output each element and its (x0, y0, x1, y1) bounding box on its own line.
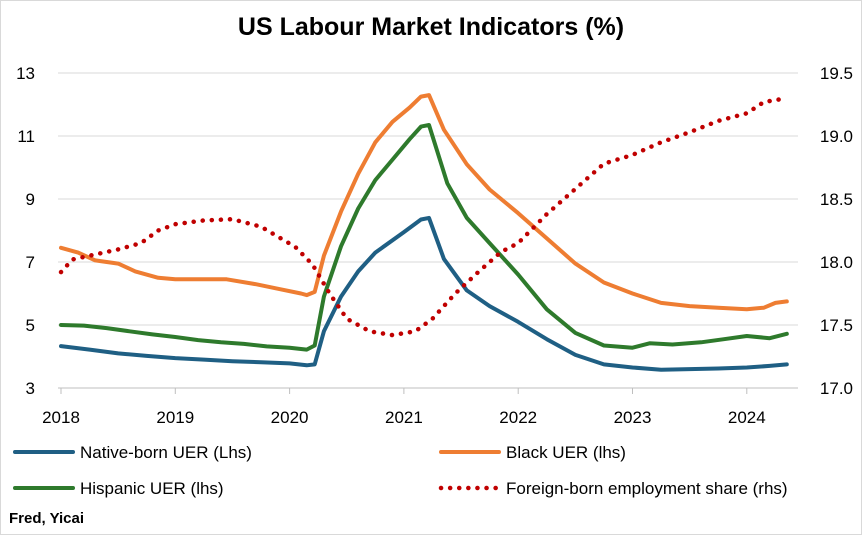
y-right-tick-label: 17.5 (820, 316, 853, 335)
legend-label-1: Black UER (lhs) (506, 443, 626, 462)
source-note: Fred, Yicai (9, 510, 84, 527)
legend-label-3: Foreign-born employment share (rhs) (506, 479, 788, 498)
y-left-tick-label: 11 (17, 127, 35, 146)
y-right-tick-label: 19.0 (820, 127, 853, 146)
series-line-2 (59, 123, 789, 352)
y-left-tick-label: 3 (26, 379, 35, 398)
x-tick-label: 2020 (271, 408, 309, 427)
legend-label-0: Native-born UER (Lhs) (80, 443, 252, 462)
x-tick-label: 2021 (385, 408, 423, 427)
grid-lines (58, 72, 798, 326)
series-line-3 (58, 95, 790, 338)
series-line-1 (59, 93, 789, 312)
x-tick-label: 2018 (42, 408, 80, 427)
legend: Native-born UER (Lhs) Black UER (lhs) Hisp… (13, 443, 788, 498)
x-tick-label: 2019 (156, 408, 194, 427)
y-left-tick-label: 13 (16, 64, 35, 83)
y-right-tick-label: 18.0 (820, 253, 853, 272)
series-layer (58, 93, 790, 372)
axes: 3 5 7 9 11 13 17.0 17.5 18.0 18.5 19.0 19.5 2018 2019… (16, 64, 853, 427)
y-right-tick-label: 17.0 (820, 379, 853, 398)
x-tick-label: 2022 (499, 408, 537, 427)
x-tick-label: 2023 (614, 408, 652, 427)
y-left-tick-label: 9 (26, 190, 35, 209)
y-left-tick-label: 7 (26, 253, 35, 272)
series-line-0 (59, 215, 789, 372)
x-tick-label: 2024 (728, 408, 766, 427)
y-right-tick-label: 19.5 (820, 64, 853, 83)
chart-title: US Labour Market Indicators (%) (238, 13, 624, 41)
y-right-tick-label: 18.5 (820, 190, 853, 209)
y-left-tick-label: 5 (26, 316, 35, 335)
legend-label-2: Hispanic UER (lhs) (80, 479, 224, 498)
